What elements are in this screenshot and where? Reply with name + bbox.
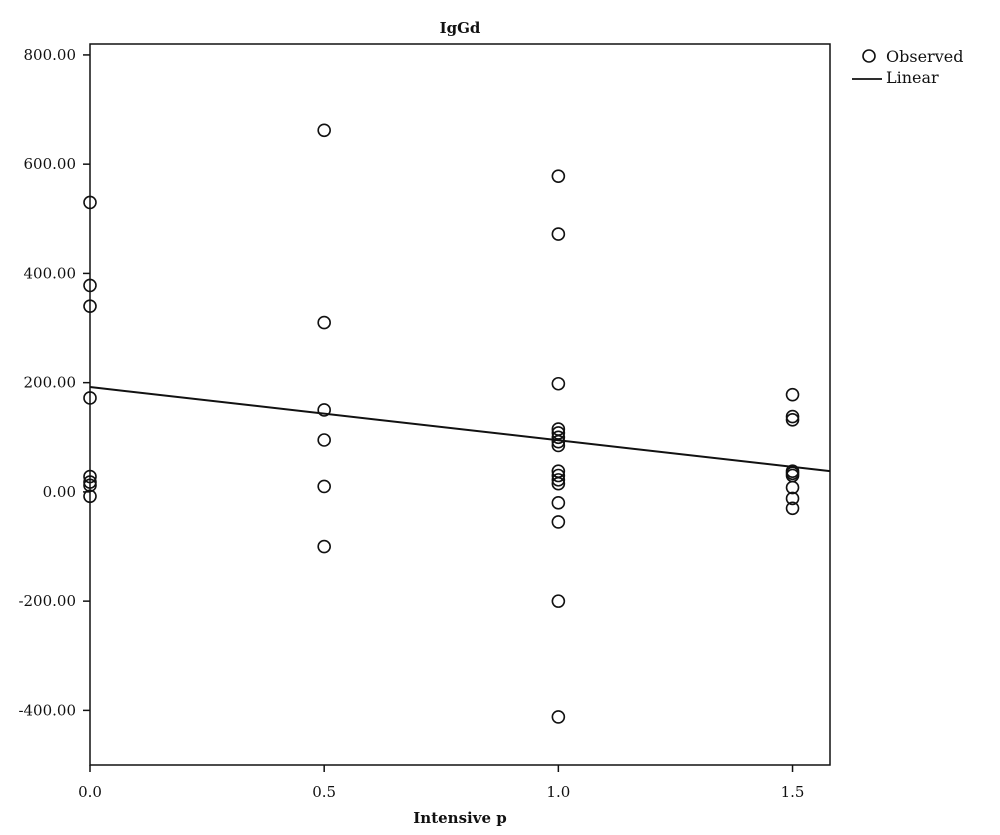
observed-point — [83, 489, 97, 504]
y-tick-label: 800.00 — [24, 46, 77, 64]
legend-linear-label: Linear — [886, 68, 939, 87]
x-tick-label: 1.0 — [546, 783, 570, 801]
observed-point — [785, 491, 800, 506]
observed-point — [785, 387, 800, 402]
y-tick-label: 600.00 — [24, 155, 77, 173]
observed-point — [785, 412, 800, 427]
observed-point — [83, 475, 97, 489]
observed-point — [83, 299, 97, 313]
linear-fit-line — [89, 386, 831, 473]
y-tick-label: 0.00 — [43, 483, 76, 501]
linear-fit-line-group — [89, 386, 831, 473]
observed-point — [83, 478, 97, 493]
x-axis-ticks: 0.0 0.5 1.0 1.5 — [78, 765, 804, 801]
observed-point — [83, 278, 97, 293]
observed-point — [551, 476, 566, 491]
y-tick-label: 400.00 — [24, 264, 77, 282]
y-tick-label: 200.00 — [24, 374, 77, 392]
observed-points-group — [83, 123, 800, 724]
observed-point — [785, 409, 800, 424]
observed-point — [551, 710, 566, 724]
observed-point — [551, 594, 566, 608]
observed-point — [785, 480, 800, 495]
observed-point — [83, 195, 97, 210]
x-tick-label: 0.5 — [312, 783, 336, 801]
observed-point — [317, 315, 331, 330]
observed-point — [317, 539, 331, 554]
x-axis-label: Intensive p — [413, 809, 506, 827]
observed-point — [551, 438, 566, 453]
legend-observed-label: Observed — [886, 47, 963, 66]
observed-point — [317, 479, 331, 494]
observed-point — [83, 391, 97, 405]
observed-point — [551, 376, 566, 391]
y-tick-label: -400.00 — [18, 701, 76, 719]
legend: Observed Linear — [852, 47, 963, 87]
observed-point — [317, 433, 331, 447]
y-axis-ticks: -400.00 -200.00 0.00 200.00 400.00 600.00 800.… — [18, 46, 90, 719]
observed-point — [551, 496, 566, 510]
x-tick-label: 0.0 — [78, 783, 102, 801]
observed-point — [551, 169, 566, 183]
y-tick-label: -200.00 — [18, 592, 76, 610]
observed-point — [551, 468, 566, 483]
observed-point — [551, 473, 566, 487]
legend-observed-marker — [862, 49, 876, 63]
observed-point — [551, 227, 566, 241]
observed-point — [551, 430, 566, 445]
plot-frame — [89, 43, 831, 766]
observed-point — [83, 469, 97, 484]
observed-point — [785, 501, 800, 516]
chart-title: IgGd — [440, 19, 481, 37]
observed-point — [317, 123, 331, 138]
observed-point — [551, 515, 566, 529]
observed-point — [551, 434, 566, 449]
observed-point — [317, 403, 331, 417]
x-tick-label: 1.5 — [781, 783, 805, 801]
plot-border — [89, 43, 831, 766]
